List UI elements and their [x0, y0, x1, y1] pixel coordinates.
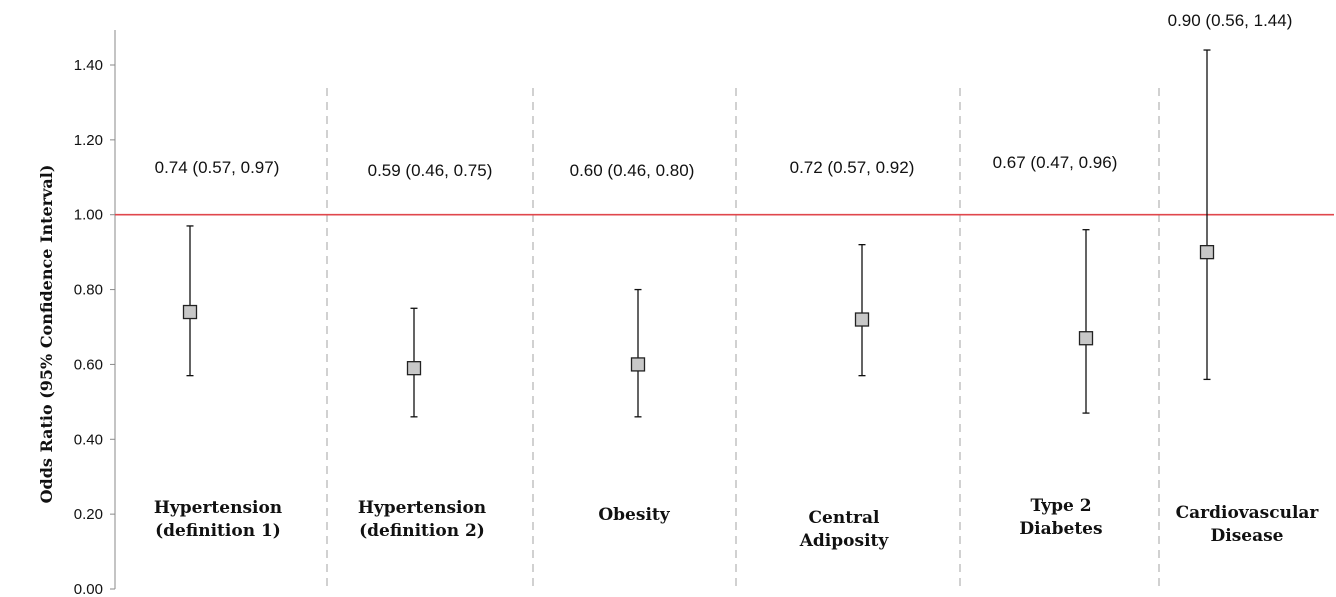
y-tick-label: 0.40 [74, 431, 103, 448]
or-annotation: 0.74 (0.57, 0.97) [155, 158, 280, 177]
or-annotation: 0.60 (0.46, 0.80) [570, 161, 695, 180]
or-annotation: 0.59 (0.46, 0.75) [368, 161, 493, 180]
data-marks [182, 49, 1215, 418]
category-label: Obesity [598, 505, 670, 525]
category-2 [630, 288, 646, 418]
category-label: Hypertension [154, 498, 282, 518]
category-label: (definition 2) [359, 521, 485, 541]
odds-ratio-point [1078, 331, 1094, 346]
category-label: Adiposity [799, 531, 890, 551]
category-label: Type 2 [1030, 496, 1091, 516]
category-4 [1078, 229, 1094, 414]
category-label: Diabetes [1019, 519, 1102, 539]
or-annotation: 0.90 (0.56, 1.44) [1168, 11, 1293, 30]
category-0 [182, 225, 198, 377]
labels: 0.74 (0.57, 0.97) Hypertension (definition… [154, 11, 1320, 551]
category-label: (definition 1) [155, 521, 281, 541]
y-tick-label: 1.00 [74, 207, 103, 224]
category-1 [406, 307, 422, 418]
category-label: Hypertension [358, 498, 486, 518]
y-tick-label: 1.20 [74, 132, 103, 149]
y-tick-label: 0.80 [74, 282, 103, 299]
or-annotation: 0.72 (0.57, 0.92) [790, 158, 915, 177]
category-label: Cardiovascular [1176, 503, 1320, 523]
odds-ratio-point [406, 361, 422, 376]
y-tick-label: 1.40 [74, 57, 103, 74]
odds-ratio-point [854, 312, 870, 327]
or-annotation: 0.67 (0.47, 0.96) [993, 153, 1118, 172]
category-label: Disease [1211, 526, 1284, 546]
axes: 0.00 0.20 0.40 0.60 0.80 1.00 1.20 1.40 [74, 30, 116, 597]
category-3 [854, 244, 870, 377]
odds-ratio-point [182, 304, 198, 320]
odds-ratio-point [1199, 244, 1215, 260]
category-label: Central [809, 508, 881, 528]
odds-ratio-point [630, 357, 646, 372]
y-axis-label: Odds Ratio (95% Confidence Interval) [37, 165, 56, 504]
y-tick-label: 0.00 [74, 581, 103, 597]
y-tick-label: 0.60 [74, 356, 103, 373]
y-tick-label: 0.20 [74, 506, 103, 523]
category-5 [1199, 49, 1215, 381]
